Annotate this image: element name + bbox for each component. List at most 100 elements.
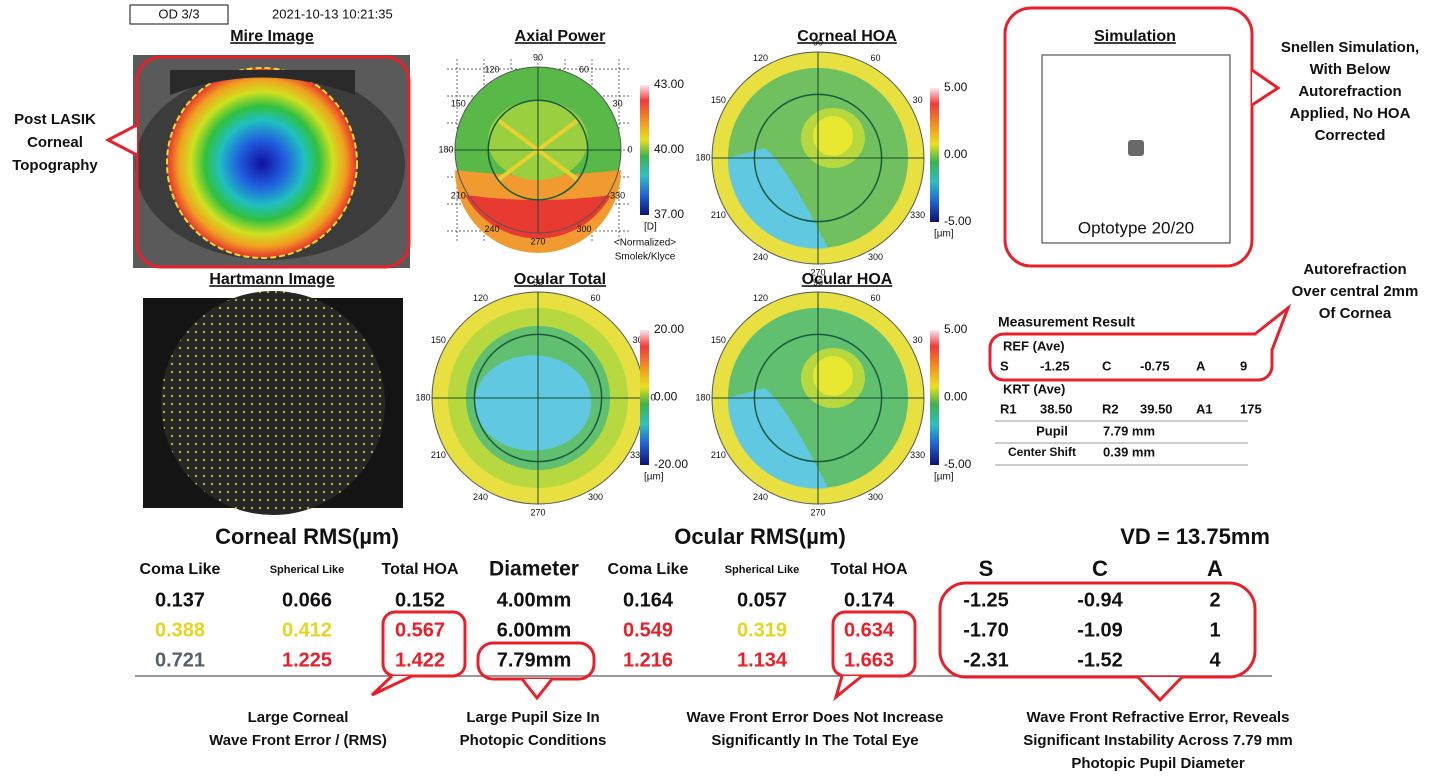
angle-label: 240 xyxy=(753,492,768,502)
annotation: With Below xyxy=(1310,61,1391,78)
annotation: Corrected xyxy=(1315,127,1386,144)
table-heading: Ocular RMS(µm) xyxy=(674,524,846,549)
ref-label: REF (Ave) xyxy=(1003,338,1065,353)
angle-label: 120 xyxy=(753,293,768,303)
scale-label: 20.00 xyxy=(654,322,684,336)
panel-title: Mire Image xyxy=(230,28,314,45)
annotation: Snellen Simulation, xyxy=(1281,39,1419,56)
angle-label: 0 xyxy=(627,144,632,154)
color-bar xyxy=(930,330,939,465)
table-cell: 0.057 xyxy=(737,589,787,611)
angle-label: 210 xyxy=(431,450,446,460)
table-cell: 1.134 xyxy=(737,649,788,671)
angle-label: 210 xyxy=(711,210,726,220)
color-bar xyxy=(930,88,939,222)
callout xyxy=(831,610,917,678)
angle-label: 30 xyxy=(613,98,623,108)
angle-label: 330 xyxy=(910,450,925,460)
angle-label: 270 xyxy=(810,507,825,517)
callout xyxy=(135,55,411,269)
ref-value: C xyxy=(1102,358,1112,373)
table-cell: 0.174 xyxy=(844,589,895,611)
angle-label: 270 xyxy=(810,267,825,277)
annotation: Photopic Pupil Diameter xyxy=(1071,755,1245,772)
map-zone xyxy=(813,356,853,396)
table-cell: 0.152 xyxy=(395,589,445,611)
pupil-label: Pupil xyxy=(1036,423,1068,438)
krt-value: R2 xyxy=(1102,401,1119,416)
column-header: Coma Like xyxy=(608,561,689,578)
scale-label: 43.00 xyxy=(654,77,684,91)
ref-value: -0.75 xyxy=(1140,358,1170,373)
note: Smolek/Klyce xyxy=(615,252,676,263)
annotation: Significant Instability Across 7.79 mm xyxy=(1023,732,1293,749)
table-cell: 1.663 xyxy=(844,649,894,671)
angle-label: 300 xyxy=(588,492,603,502)
table-cell: 1.216 xyxy=(623,649,673,671)
angle-label: 60 xyxy=(870,53,880,63)
krt-value: 39.50 xyxy=(1140,401,1173,416)
table-cell: 4 xyxy=(1209,649,1221,671)
krt-value: 38.50 xyxy=(1040,401,1073,416)
angle-label: 60 xyxy=(579,65,589,75)
column-header: A xyxy=(1207,556,1223,581)
krt-value: R1 xyxy=(1000,401,1017,416)
panel-title: Hartmann Image xyxy=(209,271,334,288)
callout-pointer xyxy=(1251,68,1281,107)
annotation: Post LASIK xyxy=(14,111,96,128)
annotation: Autorefraction xyxy=(1298,83,1401,100)
annotation: Wave Front Error Does Not Increase xyxy=(686,709,943,726)
annotation: Large Corneal xyxy=(248,709,349,726)
angle-label: 150 xyxy=(711,335,726,345)
column-header: Total HOA xyxy=(830,561,907,578)
table-cell: 1.422 xyxy=(395,649,445,671)
table-cell: 1 xyxy=(1209,619,1220,641)
unit-label: [µm] xyxy=(934,229,954,240)
column-header: Diameter xyxy=(489,558,579,581)
table-cell: 7.79mm xyxy=(497,649,572,671)
table-cell: 0.634 xyxy=(844,619,895,641)
column-header: Spherical Like xyxy=(270,564,345,576)
color-bar xyxy=(640,330,649,465)
krt-label: KRT (Ave) xyxy=(1003,381,1065,396)
color-bar xyxy=(640,85,649,215)
table-cell: -0.94 xyxy=(1077,589,1123,611)
annotation: Significantly In The Total Eye xyxy=(711,732,918,749)
krt-value: 175 xyxy=(1240,401,1262,416)
scale-label: -20.00 xyxy=(654,457,688,471)
column-header: S xyxy=(979,556,994,581)
table-cell: 0.549 xyxy=(623,619,673,641)
scale-label: 37.00 xyxy=(654,207,684,221)
annotation: Topography xyxy=(12,157,98,174)
table-cell: 0.066 xyxy=(282,589,332,611)
map-zone xyxy=(727,388,828,489)
table-cell: 0.164 xyxy=(623,589,674,611)
panel-title: Ocular HOA xyxy=(802,271,893,288)
angle-label: 60 xyxy=(870,293,880,303)
annotation: Wave Front Refractive Error, Reveals xyxy=(1027,709,1290,726)
angle-label: 90 xyxy=(813,277,823,287)
column-header: C xyxy=(1092,556,1108,581)
angle-label: 210 xyxy=(451,190,466,200)
eyelid xyxy=(170,70,355,95)
ref-value: 9 xyxy=(1240,358,1247,373)
angle-label: 270 xyxy=(530,236,545,246)
angle-label: 150 xyxy=(711,95,726,105)
scale-label: 0.00 xyxy=(944,147,968,161)
table-cell: 2 xyxy=(1209,589,1220,611)
angle-label: 300 xyxy=(576,224,591,234)
angle-label: 180 xyxy=(415,392,430,402)
callout-pointer xyxy=(104,123,138,157)
scale-label: 0.00 xyxy=(654,390,678,404)
angle-label: 180 xyxy=(438,144,453,154)
annotation: Large Pupil Size In xyxy=(466,709,599,726)
angle-label: 120 xyxy=(753,53,768,63)
exam-box xyxy=(129,4,229,25)
unit-label: [µm] xyxy=(644,472,664,483)
scale-label: 0.00 xyxy=(944,390,968,404)
hartmann-spots xyxy=(161,291,385,515)
table-cell: 0.388 xyxy=(155,619,205,641)
angle-label: 150 xyxy=(431,335,446,345)
angle-label: 30 xyxy=(913,95,923,105)
scale-label: 5.00 xyxy=(944,80,968,94)
